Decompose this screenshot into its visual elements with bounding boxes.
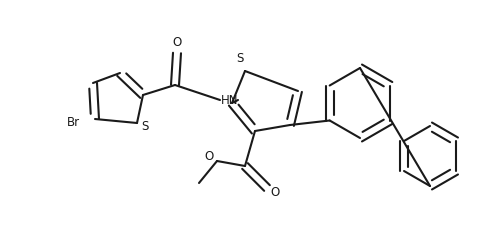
Text: Br: Br: [66, 116, 79, 128]
Text: O: O: [204, 151, 213, 164]
Text: S: S: [236, 52, 243, 66]
Text: O: O: [270, 186, 279, 200]
Text: O: O: [172, 36, 181, 49]
Text: HN: HN: [221, 94, 238, 106]
Text: S: S: [141, 121, 148, 134]
